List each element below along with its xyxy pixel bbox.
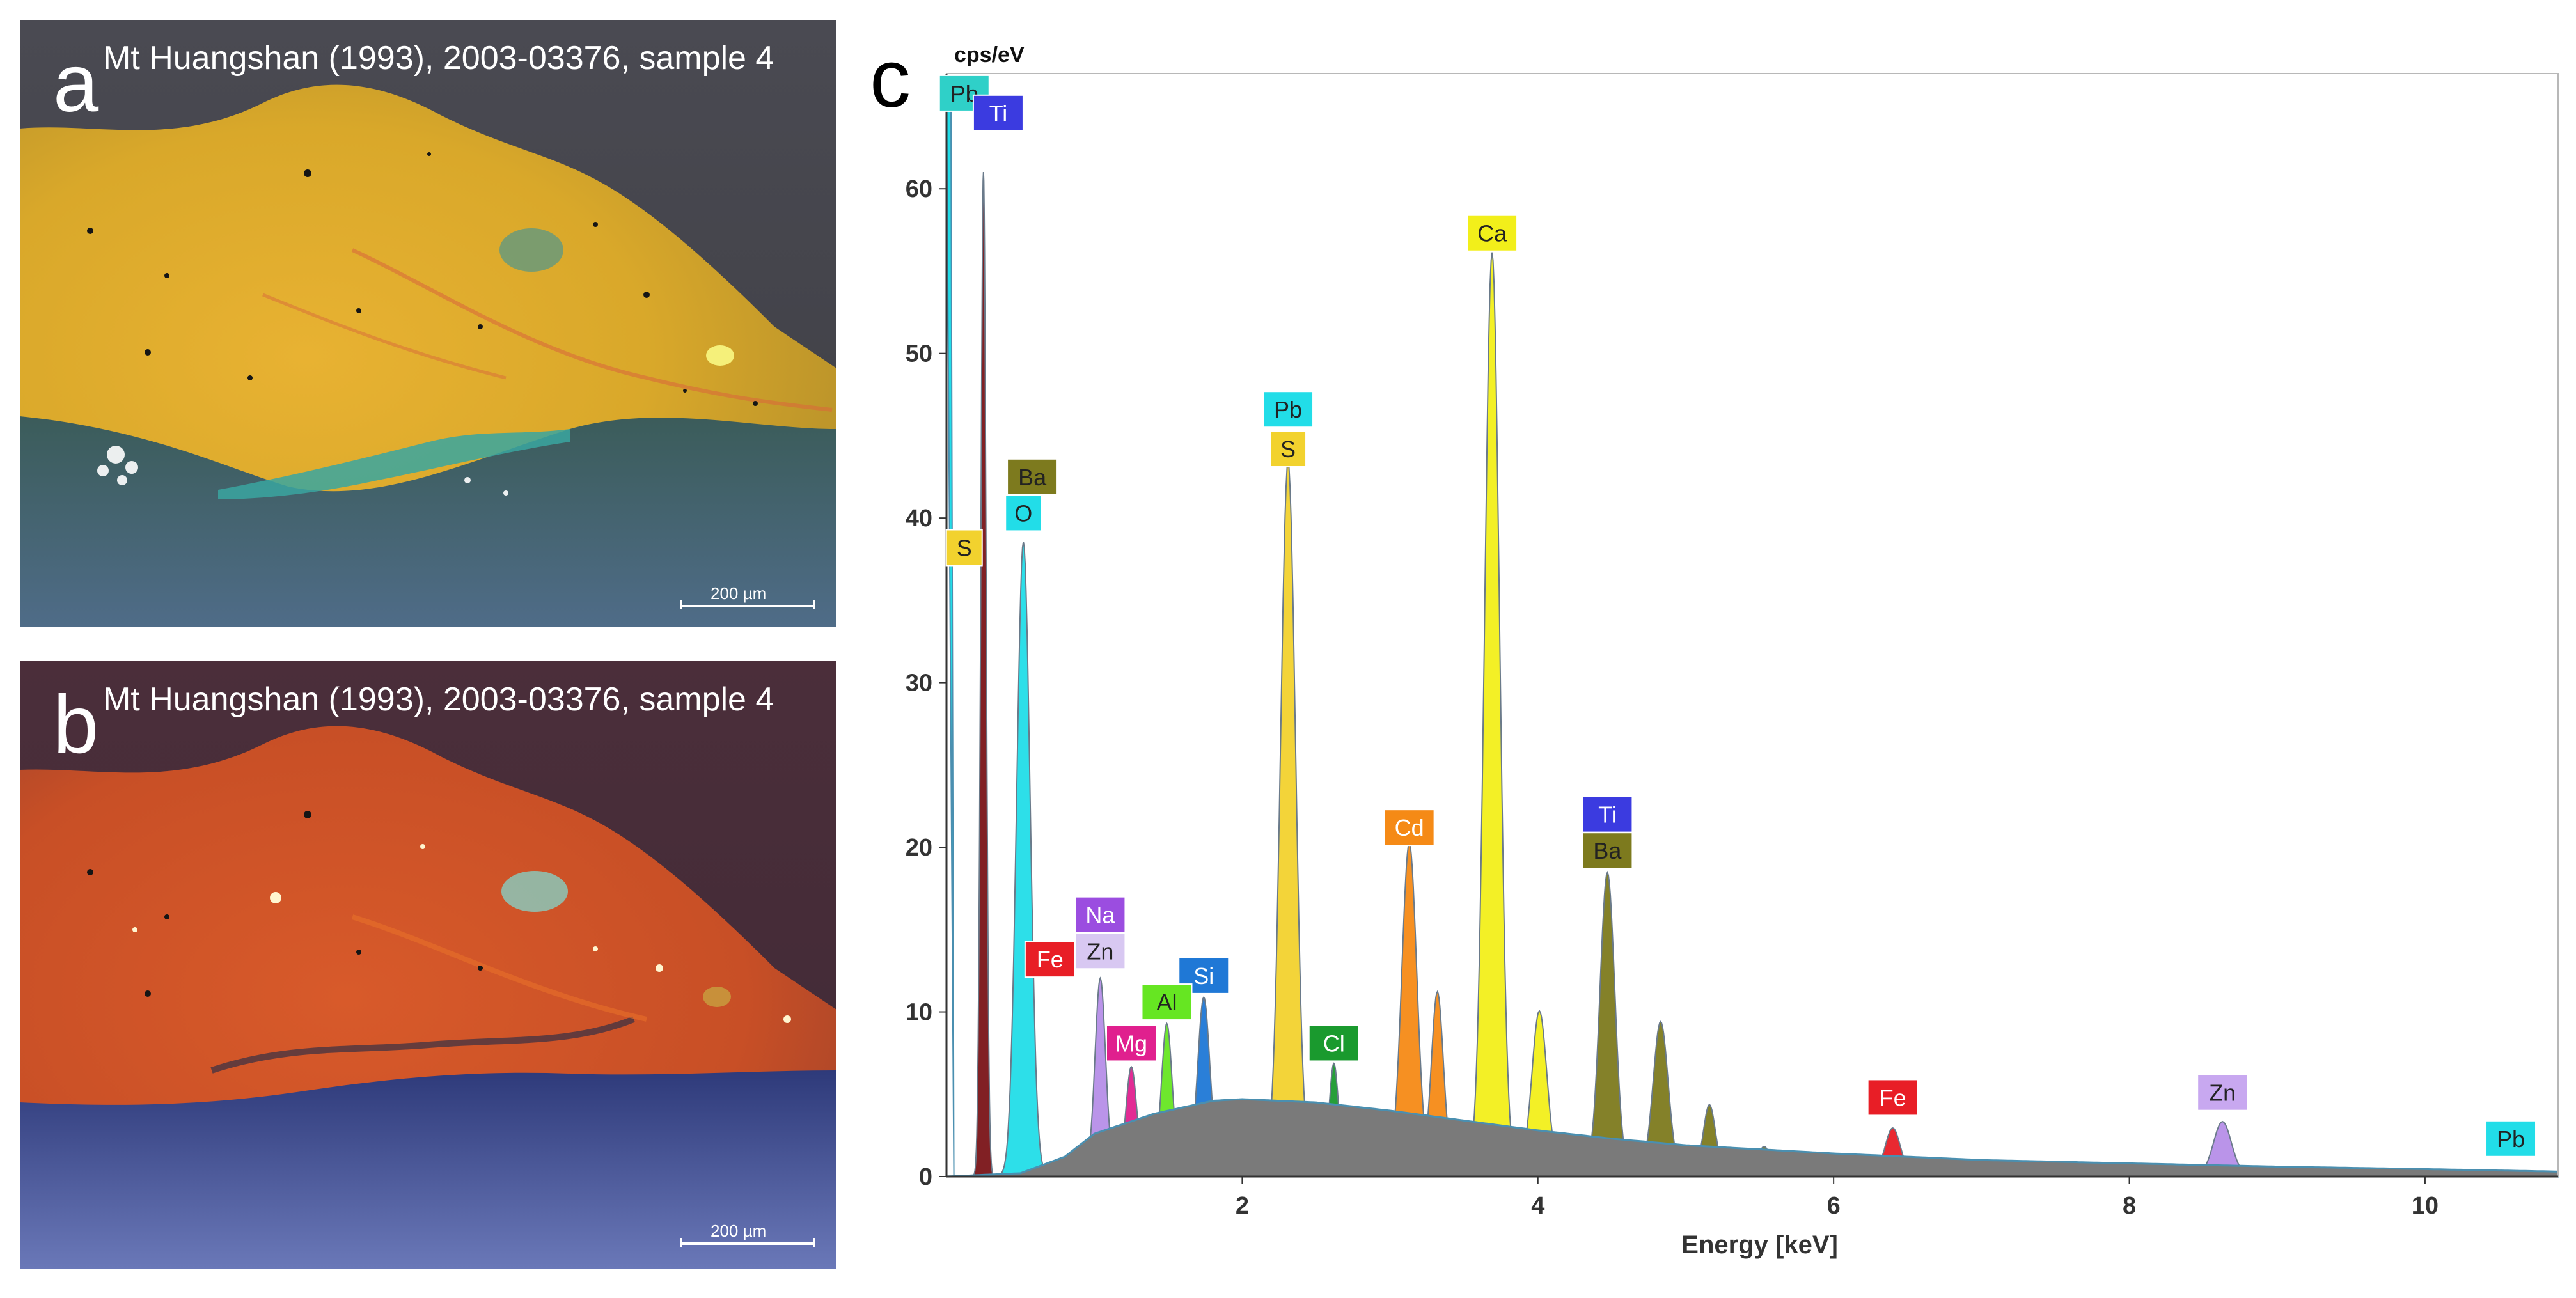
panel-letter-b: b <box>53 679 99 770</box>
panel-letter-a: a <box>53 38 99 129</box>
element-label-ti: Ti <box>1598 802 1617 828</box>
panel-b-scale-tick-right <box>813 1238 815 1247</box>
micrograph-visible-light: a Mt Huangshan (1993), 2003-03376, sampl… <box>20 20 836 627</box>
background-continuum <box>946 1098 2559 1178</box>
element-label-box <box>1466 214 1518 252</box>
peak-ca <box>1461 252 1523 1177</box>
element-label-box <box>1308 1024 1360 1062</box>
micrograph-uv-light-image <box>20 661 836 1269</box>
y-tick-label: 0 <box>919 1164 932 1191</box>
element-label-fe: Fe <box>1880 1084 1906 1111</box>
element-label-box <box>2485 1120 2537 1157</box>
element-label-box <box>1262 391 1314 428</box>
x-tick-label: 10 <box>2412 1192 2439 1219</box>
element-label-box <box>1383 809 1435 847</box>
peak-ba <box>1577 870 1638 1177</box>
panel-a-scale-label: 200 µm <box>711 584 767 603</box>
element-label-s: S <box>1280 436 1296 462</box>
element-label-zn: Zn <box>2209 1080 2236 1106</box>
element-label-fe: Fe <box>1037 946 1064 973</box>
y-tick-label: 40 <box>906 505 932 532</box>
peak-o <box>996 542 1051 1177</box>
edx-spectrum-chart: 0 10 20 30 40 50 60 2 4 6 8 10 cps/eV Energy [keV] Pb… <box>906 43 2559 1259</box>
panel-b-scale-bar <box>680 1242 815 1245</box>
x-tick-label: 4 <box>1531 1192 1544 1219</box>
element-label-ti: Ti <box>989 100 1008 127</box>
micrograph-visible-light-image <box>20 20 836 627</box>
element-label-box <box>1269 430 1307 468</box>
element-label-mg: Mg <box>1115 1030 1147 1056</box>
element-label-box <box>1074 932 1126 970</box>
element-label-box <box>1105 1024 1157 1062</box>
element-label-ba: Ba <box>1593 838 1622 864</box>
element-label-cl: Cl <box>1323 1030 1345 1056</box>
edx-spectrum-panel: c 0 10 20 30 40 50 60 2 4 6 8 10 cps/eV Energy [keV] … <box>870 0 2576 1295</box>
element-label-ca: Ca <box>1477 221 1507 247</box>
element-label-box <box>1141 983 1193 1021</box>
element-label-si: Si <box>1193 963 1214 989</box>
element-label-box <box>1007 458 1058 496</box>
element-label-box <box>2197 1074 2249 1111</box>
x-axis-label: Energy [keV] <box>1681 1231 1838 1259</box>
element-label-box <box>1005 494 1042 532</box>
element-label-pb: Pb <box>2497 1126 2525 1152</box>
panel-a-scale-bar <box>680 605 815 607</box>
panel-a-scale-tick-left <box>680 600 682 609</box>
element-label-box <box>1074 896 1126 934</box>
element-label-na: Na <box>1085 902 1115 928</box>
element-label-al: Al <box>1156 989 1177 1015</box>
element-label-s: S <box>957 535 972 561</box>
element-label-ba: Ba <box>1018 464 1047 490</box>
panel-letter-c: c <box>870 33 911 125</box>
panel-b-caption: Mt Huangshan (1993), 2003-03376, sample … <box>103 681 774 718</box>
element-label-box <box>1867 1079 1919 1116</box>
peak-ti <box>972 171 995 1177</box>
element-label-cd: Cd <box>1395 815 1424 841</box>
element-label-box <box>945 529 983 567</box>
y-tick-label: 10 <box>906 999 932 1026</box>
x-tick-label: 2 <box>1236 1192 1249 1219</box>
panel-b-scale-tick-left <box>680 1238 682 1247</box>
panel-b-scale-label: 200 µm <box>711 1221 767 1240</box>
y-tick-label: 30 <box>906 670 932 697</box>
peak-s <box>1257 462 1319 1177</box>
element-label-o: O <box>1014 500 1032 526</box>
panel-a-caption: Mt Huangshan (1993), 2003-03376, sample … <box>103 40 774 77</box>
axes-layer: 0 10 20 30 40 50 60 2 4 6 8 10 cps/eV Energy [keV] <box>906 43 2559 1259</box>
element-label-box <box>1582 795 1633 833</box>
y-tick-label: 20 <box>906 834 932 861</box>
x-tick-label: 6 <box>1827 1192 1841 1219</box>
element-label-box <box>1024 941 1076 978</box>
y-tick-label: 60 <box>906 176 932 203</box>
element-label-box <box>972 94 1024 132</box>
peaks-layer <box>945 89 2559 1178</box>
y-axis-label: cps/eV <box>954 43 1025 67</box>
panel-a-scale-tick-right <box>813 600 815 609</box>
x-tick-label: 8 <box>2123 1192 2136 1219</box>
element-label-pb: Pb <box>1274 396 1302 423</box>
micrograph-uv-light: b Mt Huangshan (1993), 2003-03376, sampl… <box>20 661 836 1269</box>
element-label-box <box>1582 832 1633 870</box>
element-label-zn: Zn <box>1087 938 1113 964</box>
y-tick-label: 50 <box>906 341 932 368</box>
zero-energy-spike <box>945 89 955 1177</box>
